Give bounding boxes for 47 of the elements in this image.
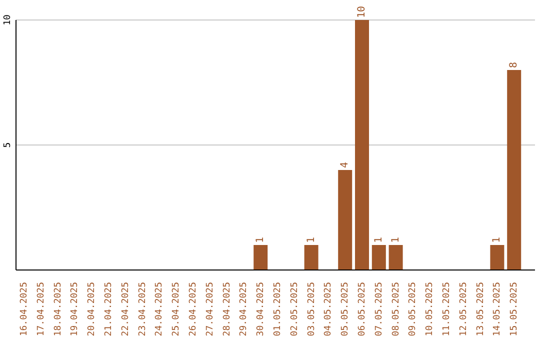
x-tick-label: 18.04.2025 <box>53 282 64 336</box>
x-tick-label: 25.04.2025 <box>172 282 182 336</box>
x-tick-label: 26.04.2025 <box>188 282 198 336</box>
x-tick-label: 01.05.2025 <box>272 282 283 336</box>
x-tick-label: 02.05.2025 <box>290 282 300 336</box>
x-tick-label: 14.05.2025 <box>492 282 503 336</box>
x-tick-label: 11.05.2025 <box>442 282 452 336</box>
x-tick-label: 06.05.2025 <box>357 282 368 336</box>
data-label: 1 <box>492 236 503 243</box>
x-tick-label: 08.05.2025 <box>391 282 402 336</box>
x-tick-label: 22.04.2025 <box>120 282 131 336</box>
data-label: 1 <box>306 236 317 243</box>
x-tick-label: 10.05.2025 <box>425 282 436 336</box>
data-label: 1 <box>373 236 384 243</box>
x-tick-label: 30.04.2025 <box>256 282 266 336</box>
bar <box>372 245 386 270</box>
data-label: 1 <box>390 236 402 243</box>
x-tick-label: 19.04.2025 <box>70 282 80 336</box>
x-tick-label: 28.04.2025 <box>222 282 232 336</box>
data-label: 8 <box>508 62 520 68</box>
bar <box>355 20 369 270</box>
x-tick-label: 12.05.2025 <box>458 282 469 336</box>
x-tick-label: 07.05.2025 <box>374 282 384 336</box>
x-tick-label: 05.05.2025 <box>340 282 351 336</box>
bar <box>254 245 268 270</box>
x-tick-label: 09.05.2025 <box>408 282 418 336</box>
x-tick-label: 21.04.2025 <box>104 282 114 336</box>
x-tick-label: 24.04.2025 <box>154 282 165 336</box>
data-label: 4 <box>340 162 351 168</box>
x-tick-label: 15.05.2025 <box>510 282 520 336</box>
bar <box>507 70 522 270</box>
data-label: 10 <box>356 6 368 18</box>
x-tick-label: 29.04.2025 <box>239 282 250 336</box>
x-tick-label: 16.04.2025 <box>19 282 30 336</box>
x-tick-label: 17.04.2025 <box>36 282 46 336</box>
bar <box>388 245 403 270</box>
data-label: 1 <box>255 236 266 243</box>
bar <box>338 170 352 270</box>
x-tick-label: 27.04.2025 <box>205 282 216 336</box>
x-tick-label: 13.05.2025 <box>476 282 486 336</box>
x-tick-label: 04.05.2025 <box>324 282 334 336</box>
y-tick-label: 5 <box>3 142 13 148</box>
x-tick-label: 20.04.2025 <box>87 282 98 336</box>
x-tick-label: 23.04.2025 <box>138 282 148 336</box>
x-tick-label: 03.05.2025 <box>306 282 317 336</box>
bar <box>304 245 318 270</box>
bar <box>490 245 504 270</box>
